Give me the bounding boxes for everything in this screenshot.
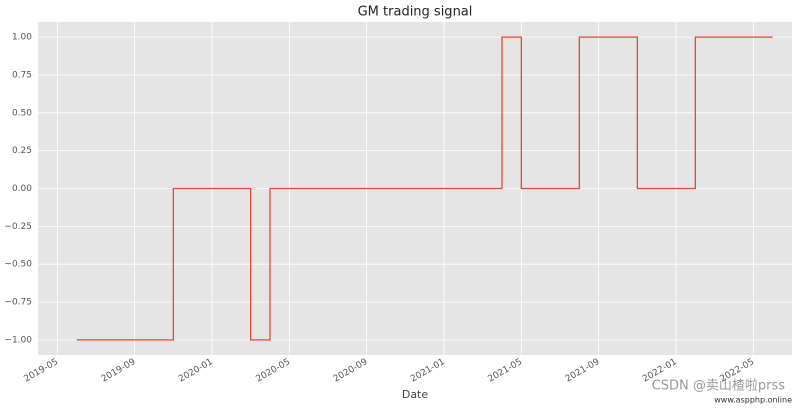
y-tick-label: −1.00 xyxy=(4,335,32,345)
y-tick-label: 0.00 xyxy=(12,184,32,194)
watermark: CSDN @卖山楂啦prss xyxy=(652,379,786,394)
signal-line xyxy=(76,36,773,341)
y-tick-label: −0.75 xyxy=(4,298,32,308)
chart-title: GM trading signal xyxy=(358,5,473,20)
x-tick-label: 2020-01 xyxy=(177,357,215,384)
y-tick-label: 1.00 xyxy=(12,33,32,43)
x-tick-label: 2020-09 xyxy=(332,357,370,385)
y-tick-label: 0.50 xyxy=(12,108,32,118)
x-tick-label: 2019-05 xyxy=(23,357,61,384)
y-tick-label: −0.25 xyxy=(4,222,32,232)
x-tick-label: 2019-09 xyxy=(100,357,138,385)
x-tick-label: 2021-05 xyxy=(487,357,525,384)
x-tick-label: 2020-05 xyxy=(255,357,293,384)
x-tick-label: 2021-01 xyxy=(409,357,447,384)
y-tick-label: −0.50 xyxy=(4,260,32,270)
watermark: www.aspphp.online xyxy=(714,396,792,405)
y-tick-label: 0.75 xyxy=(12,70,32,80)
y-tick-label: 0.25 xyxy=(12,146,32,156)
x-tick-label: 2021-09 xyxy=(564,357,602,385)
x-axis-label: Date xyxy=(402,388,429,401)
